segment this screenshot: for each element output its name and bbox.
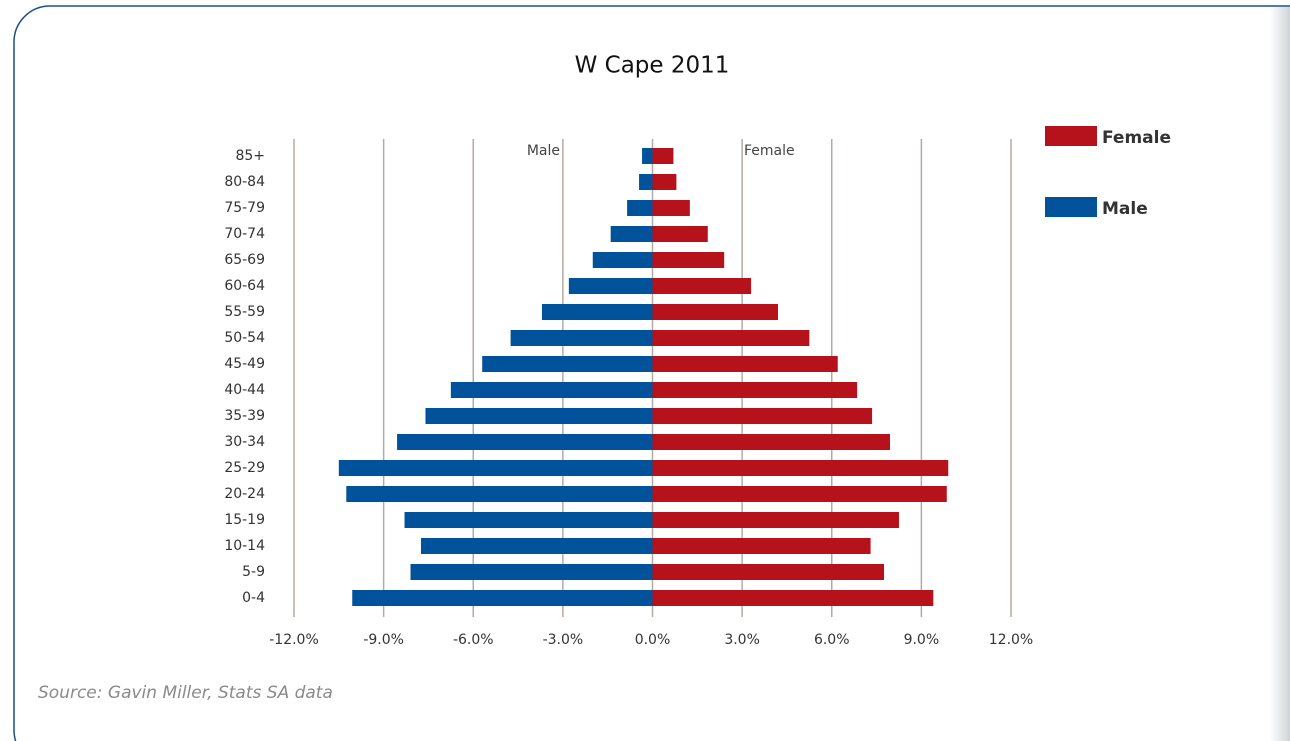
bar [652, 226, 708, 242]
chart-title: W Cape 2011 [575, 53, 730, 79]
y-tick-label: 80-84 [224, 174, 265, 190]
bar [450, 382, 653, 398]
y-tick-label: 60-64 [224, 278, 265, 294]
bar [652, 538, 871, 554]
y-tick-label: 45-49 [224, 356, 265, 372]
bar [652, 148, 674, 164]
bar [346, 486, 653, 502]
bar [352, 590, 653, 606]
y-tick-label: 55-59 [224, 304, 265, 320]
x-tick-label: 6.0% [814, 632, 850, 648]
legend-label: Male [1102, 199, 1148, 219]
bar [652, 486, 947, 502]
y-tick-label: 0-4 [242, 590, 265, 606]
bar [404, 512, 653, 528]
bar [652, 512, 899, 528]
bar [642, 148, 653, 164]
y-tick-label: 40-44 [224, 382, 265, 398]
x-tick-label: 12.0% [989, 632, 1033, 648]
bar [610, 226, 653, 242]
bar [652, 590, 934, 606]
x-tick-label: 9.0% [904, 632, 940, 648]
bar [510, 330, 653, 346]
legend-swatch [1045, 197, 1097, 217]
y-tick-label: 85+ [235, 148, 265, 164]
x-tick-label: -12.0% [269, 632, 319, 648]
bar [541, 304, 653, 320]
annotation: Male [527, 143, 560, 159]
x-tick-label: -9.0% [363, 632, 404, 648]
y-tick-label: 30-34 [224, 434, 265, 450]
bar [592, 252, 653, 268]
y-tick-label: 50-54 [224, 330, 265, 346]
bar [652, 278, 752, 294]
y-tick-label: 70-74 [224, 226, 265, 242]
bar [652, 174, 677, 190]
bar [397, 434, 653, 450]
bar [627, 200, 653, 216]
x-tick-label: -3.0% [543, 632, 584, 648]
bar [420, 538, 653, 554]
bar [425, 408, 653, 424]
bar [652, 382, 858, 398]
bar [652, 408, 873, 424]
source: Source: Gavin Miller, Stats SA data [38, 683, 333, 703]
y-tick-label: 5-9 [242, 564, 265, 580]
y-tick-label: 65-69 [224, 252, 265, 268]
y-tick-label: 15-19 [224, 512, 265, 528]
y-tick-label: 10-14 [224, 538, 265, 554]
bar [410, 564, 653, 580]
bar [652, 434, 891, 450]
x-tick-label: 0.0% [635, 632, 671, 648]
bar [652, 330, 810, 346]
bar [338, 460, 653, 476]
card-shadow [1270, 7, 1290, 741]
bar [568, 278, 653, 294]
x-tick-label: -6.0% [453, 632, 494, 648]
legend-label: Female [1102, 128, 1171, 148]
bar [639, 174, 653, 190]
x-tick-label: 3.0% [724, 632, 760, 648]
y-tick-label: 20-24 [224, 486, 265, 502]
bar [652, 356, 838, 372]
y-tick-label: 75-79 [224, 200, 265, 216]
bar [652, 252, 725, 268]
annotation: Female [744, 143, 795, 159]
bar [652, 460, 949, 476]
bar [482, 356, 653, 372]
legend-swatch [1045, 126, 1097, 146]
y-tick-label: 25-29 [224, 460, 265, 476]
y-tick-label: 35-39 [224, 408, 265, 424]
bar [652, 200, 690, 216]
bar [652, 304, 778, 320]
bar [652, 564, 885, 580]
